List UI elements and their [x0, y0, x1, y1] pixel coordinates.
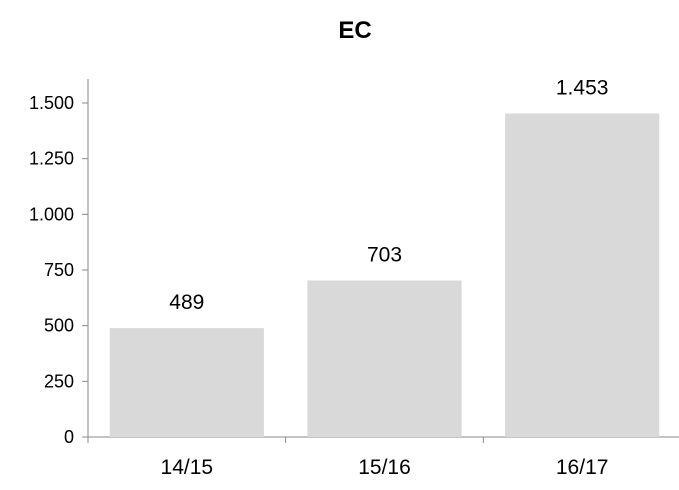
bar — [307, 280, 462, 437]
data-label: 1.453 — [556, 76, 609, 99]
y-tick-label: 1.000 — [29, 204, 74, 224]
y-axis: 0 250 500 750 1.000 1.250 1.500 — [29, 79, 89, 447]
data-label: 489 — [169, 291, 204, 314]
y-tick-label: 250 — [44, 371, 74, 391]
y-tick-label: 1.250 — [29, 149, 74, 169]
bar — [505, 113, 660, 437]
bar — [109, 328, 264, 437]
y-tick-label: 750 — [44, 260, 74, 280]
x-tick-label: 16/17 — [556, 456, 609, 479]
y-tick-label: 500 — [44, 316, 74, 336]
data-label: 703 — [367, 243, 402, 266]
x-axis: 14/15 15/16 16/17 — [87, 436, 679, 479]
y-tick-label: 0 — [64, 427, 74, 447]
data-labels: 489 703 1.453 — [169, 76, 608, 314]
x-tick-label: 14/15 — [161, 456, 214, 479]
x-tick-label: 15/16 — [358, 456, 411, 479]
chart-title: EC — [338, 17, 371, 44]
y-tick-label: 1.500 — [29, 93, 74, 113]
bar-series — [109, 113, 660, 437]
